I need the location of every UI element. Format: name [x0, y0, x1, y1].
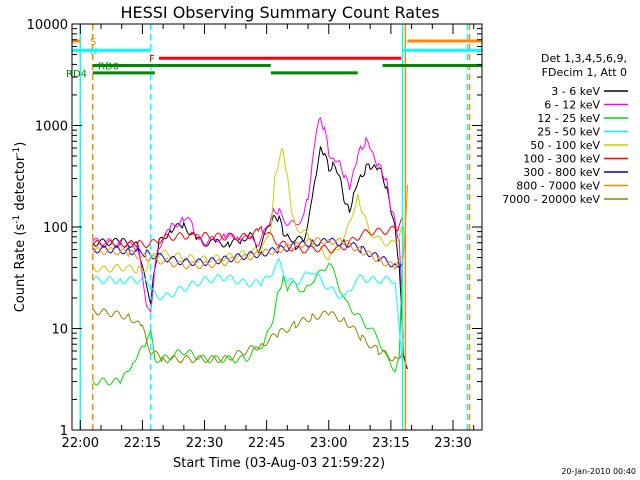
flag-label-s: S	[90, 37, 96, 48]
flag-bar-f	[158, 56, 402, 60]
flag-bars: SN F RD0 RD4	[66, 37, 482, 80]
series-line-800-7000kev	[92, 184, 408, 271]
chart-title: HESSI Observing Summary Count Rates	[120, 3, 439, 22]
flag-bar-rd0	[92, 64, 155, 68]
y-axis-label: Count Rate (s-1 detector-1)	[12, 142, 28, 313]
y-tick-label: 1	[60, 424, 68, 439]
x-tick-label: 23:15	[372, 436, 409, 451]
series-line-300-800kev	[92, 237, 404, 268]
flag-bar-n	[72, 48, 151, 52]
generation-timestamp: 20-Jan-2010 00:40	[561, 467, 636, 476]
y-tick-label: 10	[51, 323, 68, 338]
series-line-12-25kev	[92, 226, 404, 386]
flag-bar-rd0	[382, 64, 482, 68]
x-tick-label: 22:00	[62, 436, 99, 451]
legend-entry-label: 12 - 25 keV	[537, 112, 600, 125]
x-tick-label: 22:15	[124, 436, 161, 451]
x-tick-label: 23:30	[434, 436, 471, 451]
legend-entry-label: 50 - 100 keV	[530, 139, 600, 152]
legend: Det 1,3,4,5,6,9, FDecim 1, Att 0 3 - 6 k…	[502, 52, 628, 206]
legend-entry-label: 25 - 50 keV	[537, 126, 600, 139]
flag-bar-rd0	[154, 64, 271, 68]
legend-entry-label: 800 - 7000 keV	[516, 180, 600, 193]
legend-entry-label: 3 - 6 keV	[551, 85, 600, 98]
legend-header-detectors: Det 1,3,4,5,6,9,	[541, 52, 627, 65]
series-line-6-12kev	[92, 116, 404, 339]
series-line-25-50kev	[92, 257, 404, 369]
flag-bar-n	[403, 48, 482, 52]
series-line-7000-20000kev	[92, 307, 404, 364]
flag-bar-rd4	[270, 71, 358, 75]
x-axis-label: Start Time (03-Aug-03 21:59:22)	[173, 456, 385, 471]
flag-bar-s	[407, 39, 482, 43]
legend-entry-label: 6 - 12 keV	[544, 99, 600, 112]
legend-entry-label: 7000 - 20000 keV	[502, 193, 600, 206]
x-axis: 22:00 22:15 22:30 22:45 23:00 23:15 23:30	[62, 24, 475, 451]
flag-label-rd4: RD4	[66, 69, 87, 80]
flag-label-rd0: RD0	[98, 62, 119, 73]
legend-entry-label: 300 - 800 keV	[523, 166, 600, 179]
y-tick-label: 1000	[35, 120, 68, 135]
series-layer	[92, 116, 408, 386]
series-line-3-6kev	[92, 146, 408, 370]
series-line-100-300kev	[92, 217, 404, 254]
flag-label-n: N	[90, 46, 97, 57]
y-axis: 1 10 100 1000 10000	[27, 18, 482, 439]
y-tick-label: 10000	[27, 18, 68, 33]
x-tick-label: 22:30	[186, 436, 223, 451]
legend-header-decimation: FDecim 1, Att 0	[542, 66, 627, 79]
x-tick-label: 23:00	[310, 436, 347, 451]
flag-bar-s	[72, 39, 81, 43]
flag-bar-rd4	[92, 71, 155, 75]
flag-label-f: F	[149, 54, 155, 65]
x-tick-label: 22:45	[248, 436, 285, 451]
legend-entry-label: 100 - 300 keV	[523, 153, 600, 166]
y-tick-label: 100	[43, 221, 68, 236]
series-line-50-100kev	[92, 147, 404, 274]
